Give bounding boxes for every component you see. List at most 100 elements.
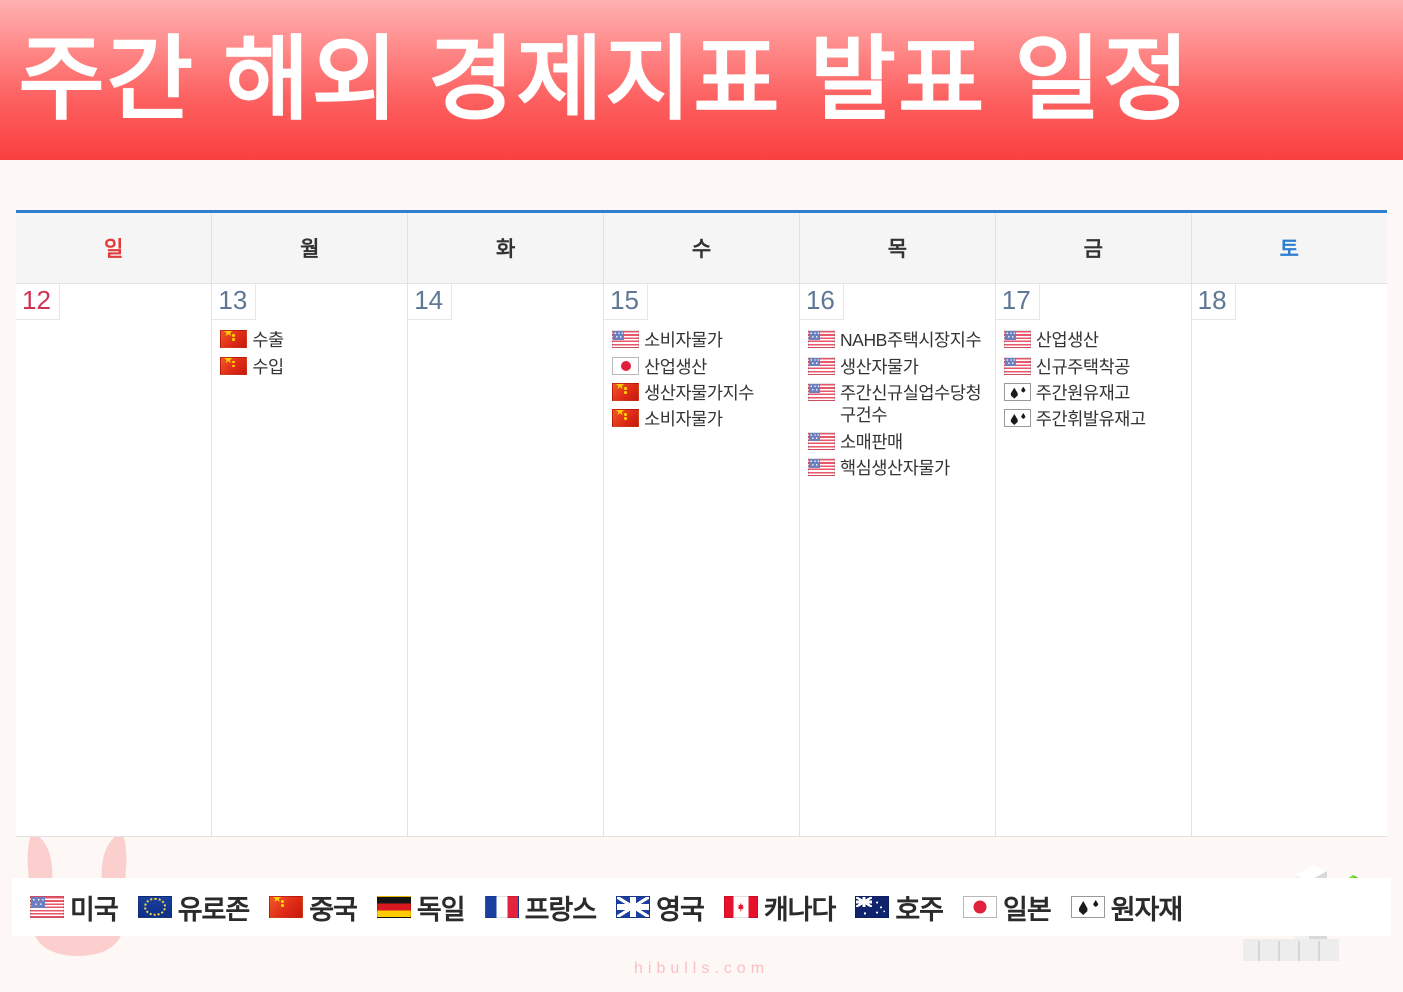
event-label: 수출 xyxy=(252,330,284,351)
cn-flag-icon xyxy=(220,330,248,349)
legend-item-eu: 유로존 xyxy=(137,888,251,927)
cn-flag-icon xyxy=(220,356,248,375)
calendar-week-row: 1213수출수입1415소비자물가산업생산생산자물가지수소비자물가16NAHB주… xyxy=(16,283,1388,837)
event-item[interactable]: 수입 xyxy=(220,355,401,378)
event-label: 주간신규실업수당청구건수 xyxy=(839,383,982,426)
event-label: 소비자물가 xyxy=(644,330,723,351)
event-label: 생산자물가지수 xyxy=(644,383,754,404)
event-item[interactable]: 산업생산 xyxy=(612,355,793,378)
day-number: 13 xyxy=(212,284,257,321)
legend-item-gb: 영국 xyxy=(616,888,705,927)
cm-flag-icon xyxy=(1003,383,1031,402)
event-item[interactable]: 생산자물가지수 xyxy=(612,381,793,404)
cn-flag-icon xyxy=(269,896,304,918)
page-banner: 주간 해외 경제지표 발표 일정 xyxy=(0,0,1403,160)
legend-item-fr: 프랑스 xyxy=(484,888,597,927)
legend-item-ca: 캐나다 xyxy=(723,888,837,927)
calendar-header-row: 일 월 화 수 목 금 토 xyxy=(16,211,1388,284)
economic-calendar: 일 월 화 수 목 금 토 1213수출수입1415소비자물가산업생산생산자물가… xyxy=(16,210,1388,837)
event-label: 소매판매 xyxy=(839,431,903,452)
us-flag-icon xyxy=(612,330,640,349)
event-item[interactable]: 신규주택착공 xyxy=(1003,355,1185,378)
event-item[interactable]: 주간휘발유재고 xyxy=(1003,407,1185,430)
fr-flag-icon xyxy=(484,896,519,918)
legend-item-cm: 원자재 xyxy=(1070,888,1184,927)
day-number: 16 xyxy=(799,284,844,321)
legend-item-us: 미국 xyxy=(30,888,119,927)
day-number: 14 xyxy=(408,284,453,321)
weekday-header-thu: 목 xyxy=(798,211,996,284)
calendar-day-cell[interactable]: 13 수출수입 xyxy=(211,283,408,837)
calendar-day-cell[interactable]: 18 xyxy=(1190,283,1388,837)
event-item[interactable]: 생산자물가 xyxy=(807,355,989,378)
day-number: 12 xyxy=(16,284,60,321)
legend-label: 호주 xyxy=(895,894,944,925)
au-flag-icon xyxy=(855,896,890,918)
event-item[interactable]: 소매판매 xyxy=(807,430,989,453)
event-item[interactable]: 주간신규실업수당청구건수 xyxy=(807,381,989,427)
calendar-day-cell[interactable]: 15소비자물가산업생산생산자물가지수소비자물가 xyxy=(603,283,800,837)
event-label: 신규주택착공 xyxy=(1035,356,1131,377)
event-list: 수출수입 xyxy=(212,328,407,378)
legend-label: 유로존 xyxy=(177,894,251,925)
event-label: 핵심생산자물가 xyxy=(839,458,950,479)
cn-flag-icon xyxy=(612,409,640,428)
cm-flag-icon xyxy=(1003,409,1031,428)
event-label: 생산자물가 xyxy=(839,356,919,377)
event-label: NAHB주택시장지수 xyxy=(839,330,982,351)
day-number: 18 xyxy=(1191,284,1236,321)
event-label: 주간원유재고 xyxy=(1035,383,1131,404)
event-item[interactable]: 소비자물가 xyxy=(612,328,793,351)
cm-flag-icon xyxy=(1070,896,1105,918)
legend-item-cn: 중국 xyxy=(269,888,358,927)
event-label: 수입 xyxy=(252,356,284,377)
legend-item-au: 호주 xyxy=(855,888,944,927)
legend-label: 미국 xyxy=(70,894,119,925)
page-body: 일 월 화 수 목 금 토 1213수출수입1415소비자물가산업생산생산자물가… xyxy=(0,160,1403,992)
calendar-day-cell[interactable]: 14 xyxy=(407,283,604,837)
legend-label: 캐나다 xyxy=(763,894,837,925)
weekday-header-sun: 일 xyxy=(16,211,212,284)
event-item[interactable]: 산업생산 xyxy=(1003,328,1185,351)
event-item[interactable]: NAHB주택시장지수 xyxy=(807,328,989,351)
us-flag-icon xyxy=(1003,330,1031,349)
legend-item-de: 독일 xyxy=(376,888,466,927)
eu-flag-icon xyxy=(137,896,172,918)
weekday-header-tue: 화 xyxy=(407,211,604,284)
event-item[interactable]: 핵심생산자물가 xyxy=(807,456,989,479)
us-flag-icon xyxy=(807,383,835,402)
us-flag-icon xyxy=(807,431,835,450)
weekday-header-wed: 수 xyxy=(603,211,800,284)
jp-flag-icon xyxy=(612,356,640,375)
us-flag-icon xyxy=(1003,356,1031,375)
weekday-header-mon: 월 xyxy=(211,211,408,284)
us-flag-icon xyxy=(30,896,64,918)
us-flag-icon xyxy=(807,356,835,375)
legend-label: 원자재 xyxy=(1110,894,1184,925)
us-flag-icon xyxy=(807,458,835,477)
day-number: 17 xyxy=(995,284,1040,321)
site-footer: hibulls.com xyxy=(633,960,770,977)
event-item[interactable]: 수출 xyxy=(220,328,401,351)
event-item[interactable]: 소비자물가 xyxy=(612,407,793,430)
day-number: 15 xyxy=(604,284,649,321)
ca-flag-icon xyxy=(723,896,758,918)
legend-label: 중국 xyxy=(309,894,358,925)
legend-item-jp: 일본 xyxy=(963,888,1052,927)
weekday-header-sat: 토 xyxy=(1190,211,1388,284)
event-list: 소비자물가산업생산생산자물가지수소비자물가 xyxy=(604,328,799,431)
event-label: 산업생산 xyxy=(1035,330,1099,351)
event-item[interactable]: 주간원유재고 xyxy=(1003,381,1185,404)
event-label: 산업생산 xyxy=(644,356,707,377)
country-legend: 미국 유로존 중국 독일 프랑스 영국 캐나다 호주 일본 원자재 xyxy=(12,878,1391,936)
page-title: 주간 해외 경제지표 발표 일정 xyxy=(18,29,1192,131)
legend-label: 독일 xyxy=(416,894,466,925)
gb-flag-icon xyxy=(616,896,651,918)
cn-flag-icon xyxy=(612,383,640,402)
calendar-day-cell[interactable]: 12 xyxy=(16,283,212,837)
legend-label: 영국 xyxy=(656,894,705,925)
